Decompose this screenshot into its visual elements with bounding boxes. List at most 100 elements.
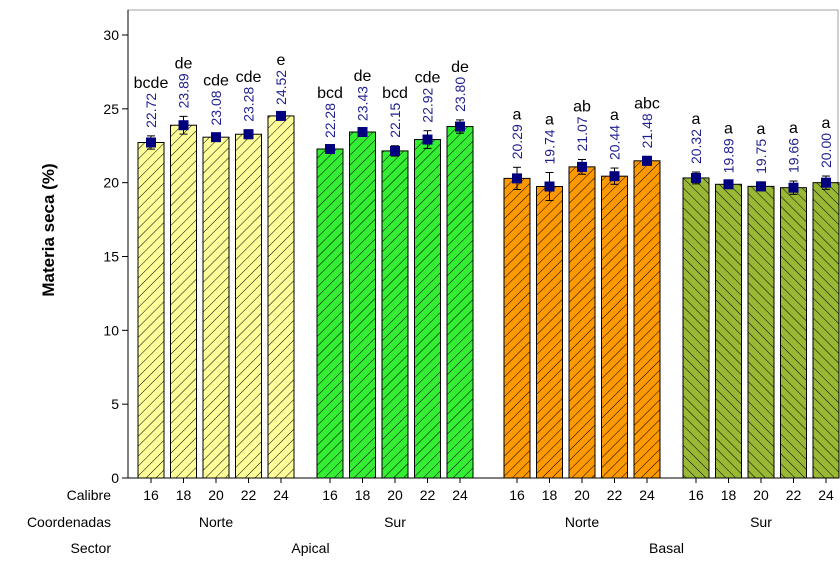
value-label: 23.43 bbox=[355, 86, 371, 121]
row-title-coordenadas: Coordenadas bbox=[27, 514, 111, 530]
value-label: 22.72 bbox=[143, 93, 159, 128]
mean-marker bbox=[756, 181, 766, 192]
significance-letter: de bbox=[451, 59, 469, 76]
significance-letter: a bbox=[822, 115, 831, 132]
value-label: 22.28 bbox=[322, 103, 338, 138]
significance-letter: de bbox=[175, 55, 193, 72]
calibre-label: 24 bbox=[639, 487, 655, 503]
calibre-label: 18 bbox=[542, 487, 558, 503]
mean-marker bbox=[243, 129, 254, 140]
row-title-calibre: Calibre bbox=[67, 487, 112, 503]
bar-hatch bbox=[316, 148, 344, 479]
significance-letter: bcde bbox=[134, 75, 169, 92]
y-tick-label: 5 bbox=[111, 396, 119, 412]
bar-hatch bbox=[503, 177, 531, 479]
value-label: 23.08 bbox=[208, 90, 224, 125]
mean-marker bbox=[691, 172, 701, 183]
mean-marker bbox=[146, 137, 156, 148]
value-label: 20.29 bbox=[509, 124, 525, 159]
bar-hatch bbox=[414, 139, 441, 479]
calibre-label: 20 bbox=[208, 487, 224, 503]
mean-marker bbox=[577, 161, 587, 172]
bar-hatch bbox=[137, 142, 165, 479]
value-label: 23.28 bbox=[241, 87, 257, 122]
mean-marker bbox=[788, 182, 799, 193]
significance-letter: cde bbox=[203, 72, 229, 89]
bar-hatch bbox=[536, 186, 563, 479]
value-label: 20.00 bbox=[818, 133, 834, 168]
calibre-label: 16 bbox=[322, 487, 338, 503]
value-label: 21.48 bbox=[639, 113, 655, 148]
value-label: 22.92 bbox=[420, 87, 436, 122]
significance-letter: a bbox=[513, 106, 522, 123]
mean-marker bbox=[609, 171, 620, 182]
significance-letter: a bbox=[545, 111, 554, 128]
calibre-label: 16 bbox=[688, 487, 704, 503]
calibre-label: 16 bbox=[509, 487, 525, 503]
bar-hatch bbox=[601, 175, 628, 479]
bar-hatch bbox=[780, 187, 807, 479]
calibre-label: 20 bbox=[574, 487, 590, 503]
calibre-label: 18 bbox=[355, 487, 371, 503]
value-label: 23.80 bbox=[452, 77, 468, 112]
calibre-label: 22 bbox=[420, 487, 436, 503]
mean-marker bbox=[325, 143, 335, 154]
mean-marker bbox=[390, 145, 400, 156]
calibre-label: 22 bbox=[607, 487, 623, 503]
value-label: 23.89 bbox=[176, 73, 192, 108]
calibre-label: 20 bbox=[387, 487, 403, 503]
coordenada-label: Sur bbox=[384, 514, 406, 530]
value-label: 19.89 bbox=[721, 138, 737, 173]
bar-hatch bbox=[202, 136, 230, 479]
bar-hatch bbox=[747, 185, 775, 479]
value-label: 24.52 bbox=[273, 70, 289, 105]
mean-marker bbox=[723, 179, 734, 190]
mean-marker bbox=[422, 134, 433, 145]
value-label: 20.44 bbox=[607, 125, 623, 160]
sector-label: Basal bbox=[649, 540, 684, 556]
significance-letter: a bbox=[610, 107, 619, 124]
value-label: 19.75 bbox=[753, 139, 769, 174]
calibre-label: 16 bbox=[143, 487, 159, 503]
value-label: 19.74 bbox=[542, 129, 558, 164]
calibre-label: 20 bbox=[753, 487, 769, 503]
value-label: 20.32 bbox=[688, 129, 704, 164]
bar-hatch bbox=[235, 133, 262, 479]
value-label: 22.15 bbox=[387, 103, 403, 138]
bar-hatch bbox=[568, 166, 596, 479]
bar-hatch bbox=[682, 177, 710, 479]
mean-marker bbox=[455, 121, 465, 132]
coordenada-label: Norte bbox=[565, 514, 599, 530]
y-tick-label: 10 bbox=[103, 322, 119, 338]
significance-letter: cde bbox=[236, 69, 262, 86]
bar-hatch bbox=[349, 131, 376, 479]
significance-letter: ab bbox=[573, 98, 591, 115]
y-tick-label: 20 bbox=[103, 175, 119, 191]
value-label: 21.07 bbox=[574, 116, 590, 151]
calibre-label: 18 bbox=[176, 487, 192, 503]
significance-letter: abc bbox=[634, 95, 660, 112]
sector-label: Apical bbox=[291, 540, 329, 556]
y-tick-label: 15 bbox=[103, 249, 119, 265]
calibre-label: 24 bbox=[452, 487, 468, 503]
mean-marker bbox=[276, 110, 286, 121]
significance-letter: e bbox=[277, 52, 286, 69]
calibre-label: 18 bbox=[721, 487, 737, 503]
row-title-sector: Sector bbox=[71, 540, 112, 556]
mean-marker bbox=[357, 127, 368, 138]
significance-letter: a bbox=[757, 121, 766, 138]
significance-letter: a bbox=[692, 111, 701, 128]
y-tick-label: 0 bbox=[111, 470, 119, 486]
mean-marker bbox=[178, 120, 189, 131]
y-axis-label: Materia seca (%) bbox=[39, 163, 58, 296]
significance-letter: a bbox=[724, 120, 733, 137]
value-label: 19.66 bbox=[786, 138, 802, 173]
bar-hatch bbox=[446, 126, 474, 479]
bar-hatch bbox=[170, 124, 197, 479]
mean-marker bbox=[512, 173, 522, 184]
calibre-label: 24 bbox=[273, 487, 289, 503]
coordenada-label: Sur bbox=[750, 514, 772, 530]
bar-hatch bbox=[812, 182, 840, 479]
mean-marker bbox=[642, 155, 652, 166]
